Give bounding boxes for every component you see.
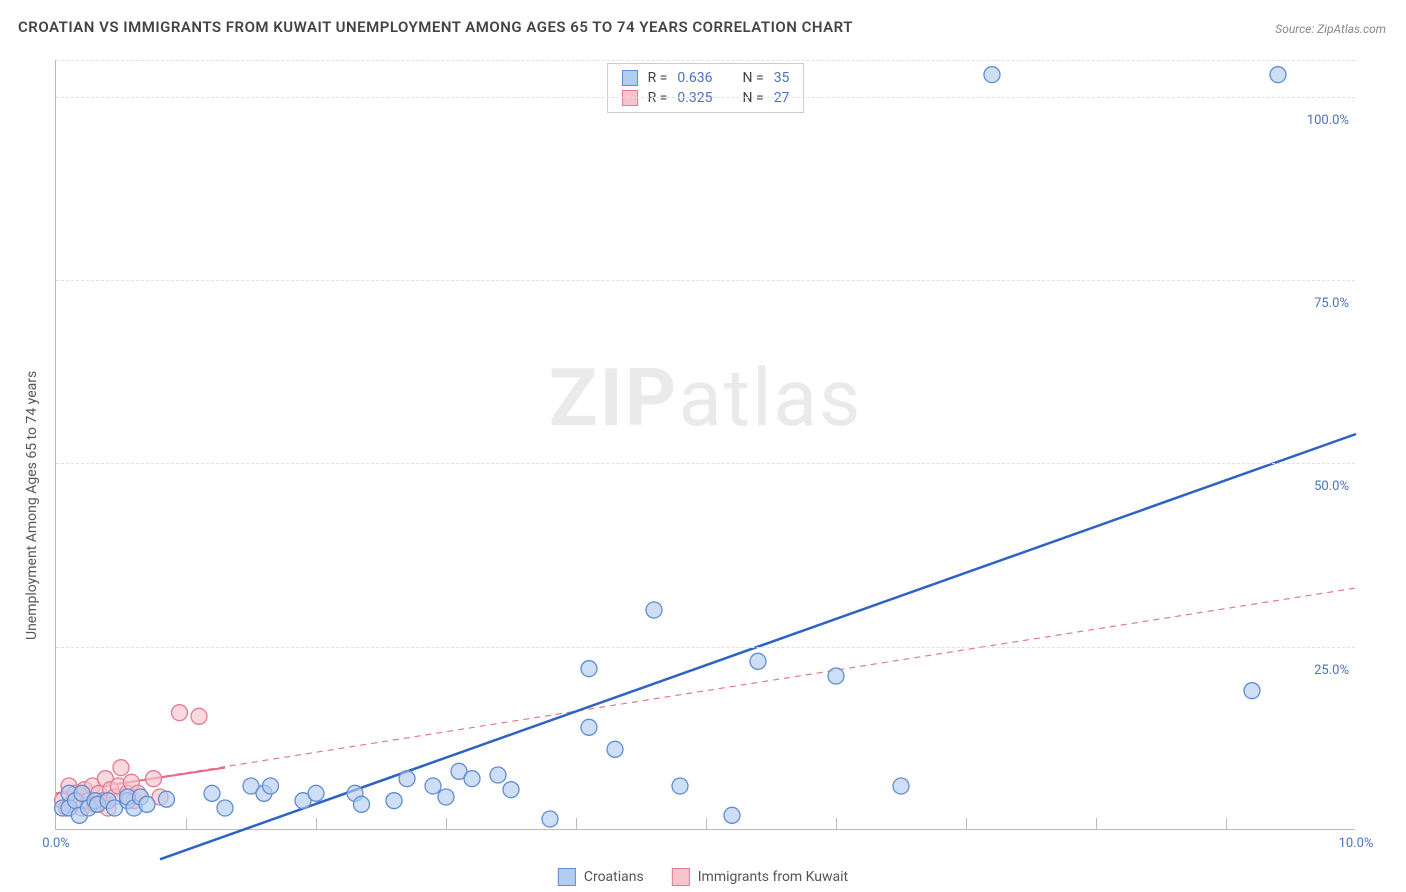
stats-n-label-1: N = xyxy=(743,90,764,106)
stats-swatch-kuwait xyxy=(622,90,638,106)
legend-label-kuwait: Immigrants from Kuwait xyxy=(698,869,848,885)
stats-box: R = 0.636 N = 35 R = 0.325 N = 27 xyxy=(607,63,805,113)
legend-item-croatians: Croatians xyxy=(558,868,644,886)
plot-area: ZIPatlas R = 0.636 N = 35 R = 0.325 N = … xyxy=(55,60,1355,830)
x-tick-label: 10.0% xyxy=(1339,836,1374,851)
stats-r-val-1: 0.325 xyxy=(677,90,712,106)
y-tick-label: 100.0% xyxy=(1289,113,1349,128)
stats-n-label: N = xyxy=(743,70,764,86)
stats-n-val-1: 27 xyxy=(774,90,790,106)
y-tick-label: 50.0% xyxy=(1289,479,1349,494)
plot-svg xyxy=(56,60,1355,829)
stats-row-croatians: R = 0.636 N = 35 xyxy=(622,68,790,88)
stats-r-val-0: 0.636 xyxy=(677,70,712,86)
legend-swatch-kuwait xyxy=(672,868,690,886)
x-tick-label: 0.0% xyxy=(42,836,70,851)
stats-r-label: R = xyxy=(648,70,668,86)
source-credit: Source: ZipAtlas.com xyxy=(1275,22,1386,36)
legend-label-croatians: Croatians xyxy=(584,869,644,885)
legend-swatch-croatians xyxy=(558,868,576,886)
y-axis-label: Unemployment Among Ages 65 to 74 years xyxy=(24,371,40,640)
y-tick-label: 75.0% xyxy=(1289,296,1349,311)
stats-swatch-croatians xyxy=(622,70,638,86)
stats-r-label-1: R = xyxy=(648,90,668,106)
stats-n-val-0: 35 xyxy=(774,70,790,86)
stats-row-kuwait: R = 0.325 N = 27 xyxy=(622,88,790,108)
legend-item-kuwait: Immigrants from Kuwait xyxy=(672,868,848,886)
y-tick-label: 25.0% xyxy=(1289,663,1349,678)
chart-title: CROATIAN VS IMMIGRANTS FROM KUWAIT UNEMP… xyxy=(18,18,853,36)
bottom-legend: Croatians Immigrants from Kuwait xyxy=(558,868,848,886)
